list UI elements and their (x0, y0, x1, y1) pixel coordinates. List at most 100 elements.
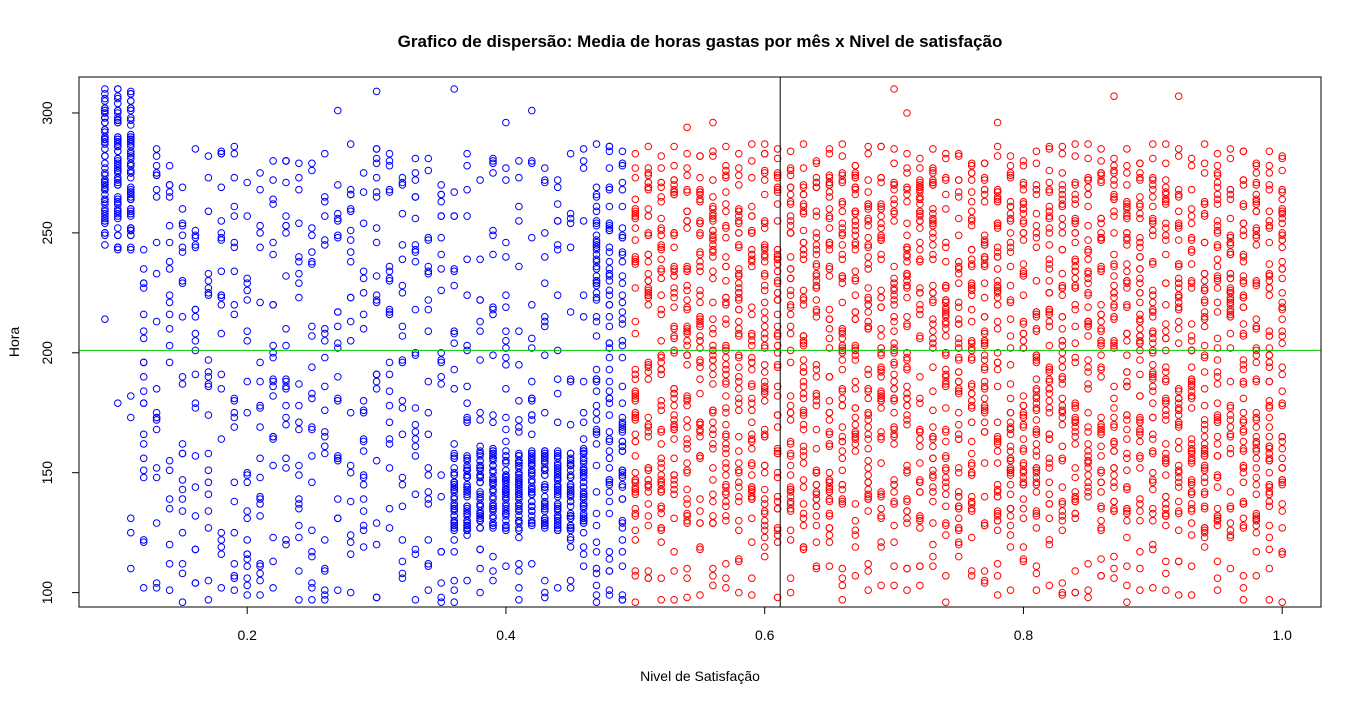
scatter-point (1045, 536, 1054, 544)
scatter-point (282, 464, 290, 472)
scatter-point (657, 178, 666, 187)
scatter-point (618, 413, 627, 422)
scatter-point (799, 420, 808, 429)
scatter-point (812, 308, 821, 316)
scatter-point (1252, 325, 1261, 333)
scatter-point (308, 584, 316, 592)
scatter-point (760, 322, 769, 331)
scatter-point (1110, 166, 1118, 175)
scatter-point (631, 205, 640, 213)
scatter-point (929, 363, 937, 372)
scatter-point (631, 212, 640, 220)
scatter-point (1213, 416, 1222, 424)
scatter-point (1006, 442, 1015, 451)
scatter-point (592, 202, 601, 211)
scatter-point (1265, 147, 1274, 156)
scatter-point (1149, 154, 1157, 163)
scatter-point (528, 454, 536, 463)
scatter-point (980, 579, 989, 587)
scatter-point (683, 329, 691, 338)
scatter-point (127, 209, 135, 218)
scatter-point (657, 152, 666, 160)
scatter-point (773, 260, 782, 268)
scatter-point (114, 212, 122, 220)
scatter-point (515, 452, 523, 460)
scatter-point (437, 380, 446, 388)
scatter-point (851, 428, 860, 436)
scatter-point (864, 241, 873, 249)
scatter-point (463, 454, 471, 463)
scatter-point (864, 435, 873, 443)
scatter-point (1187, 404, 1196, 412)
scatter-point (101, 219, 109, 228)
scatter-point (1084, 356, 1092, 364)
scatter-point (398, 332, 407, 340)
y-tick-label: 150 (39, 461, 55, 485)
scatter-point (528, 490, 536, 499)
scatter-point (178, 449, 187, 458)
scatter-point (735, 329, 743, 338)
scatter-point (942, 454, 950, 463)
scatter-point (579, 145, 588, 153)
scatter-point (1239, 279, 1248, 288)
scatter-point (127, 90, 135, 98)
scatter-point (980, 176, 989, 184)
scatter-point (683, 440, 691, 448)
scatter-point (592, 375, 601, 384)
scatter-point (295, 596, 303, 604)
scatter-point (1252, 322, 1261, 331)
scatter-point (993, 459, 1002, 467)
scatter-point (838, 219, 847, 228)
scatter-point (217, 149, 226, 158)
scatter-point (476, 500, 484, 508)
scatter-point (1278, 214, 1286, 223)
scatter-point (346, 468, 355, 477)
scatter-point (838, 423, 847, 431)
scatter-point (942, 572, 950, 580)
scatter-point (101, 109, 109, 117)
scatter-point (1278, 454, 1286, 463)
scatter-point (114, 166, 122, 175)
scatter-point (476, 456, 484, 465)
scatter-point (372, 193, 381, 201)
scatter-point (644, 361, 653, 369)
scatter-point (450, 548, 459, 556)
scatter-point (463, 452, 471, 460)
scatter-point (618, 495, 627, 503)
scatter-point (489, 480, 497, 489)
scatter-point (722, 471, 730, 479)
scatter-point (1084, 380, 1092, 388)
scatter-point (993, 572, 1002, 580)
scatter-point (359, 408, 368, 417)
scatter-point (528, 512, 536, 520)
scatter-point (799, 394, 808, 403)
scatter-point (243, 296, 251, 304)
scatter-point (1213, 161, 1222, 170)
scatter-point (903, 411, 911, 419)
scatter-point (735, 269, 743, 278)
scatter-point (851, 207, 860, 216)
scatter-point (566, 492, 575, 501)
scatter-point (605, 257, 614, 266)
scatter-point (696, 197, 704, 206)
scatter-point (592, 217, 601, 225)
scatter-point (799, 238, 808, 247)
scatter-point (1187, 363, 1196, 372)
scatter-point (980, 382, 989, 391)
scatter-point (1213, 411, 1222, 419)
scatter-point (1162, 363, 1170, 372)
scatter-point (748, 337, 756, 345)
scatter-point (515, 423, 523, 431)
scatter-point (735, 217, 743, 225)
scatter-point (735, 219, 743, 228)
scatter-point (825, 428, 834, 436)
scatter-point (1213, 504, 1222, 513)
scatter-point (1006, 171, 1015, 180)
scatter-point (566, 502, 575, 511)
scatter-point (1019, 185, 1028, 194)
scatter-point (127, 161, 135, 170)
scatter-point (916, 476, 924, 484)
scatter-point (696, 267, 704, 276)
scatter-point (1226, 310, 1235, 319)
scatter-point (1019, 200, 1028, 208)
